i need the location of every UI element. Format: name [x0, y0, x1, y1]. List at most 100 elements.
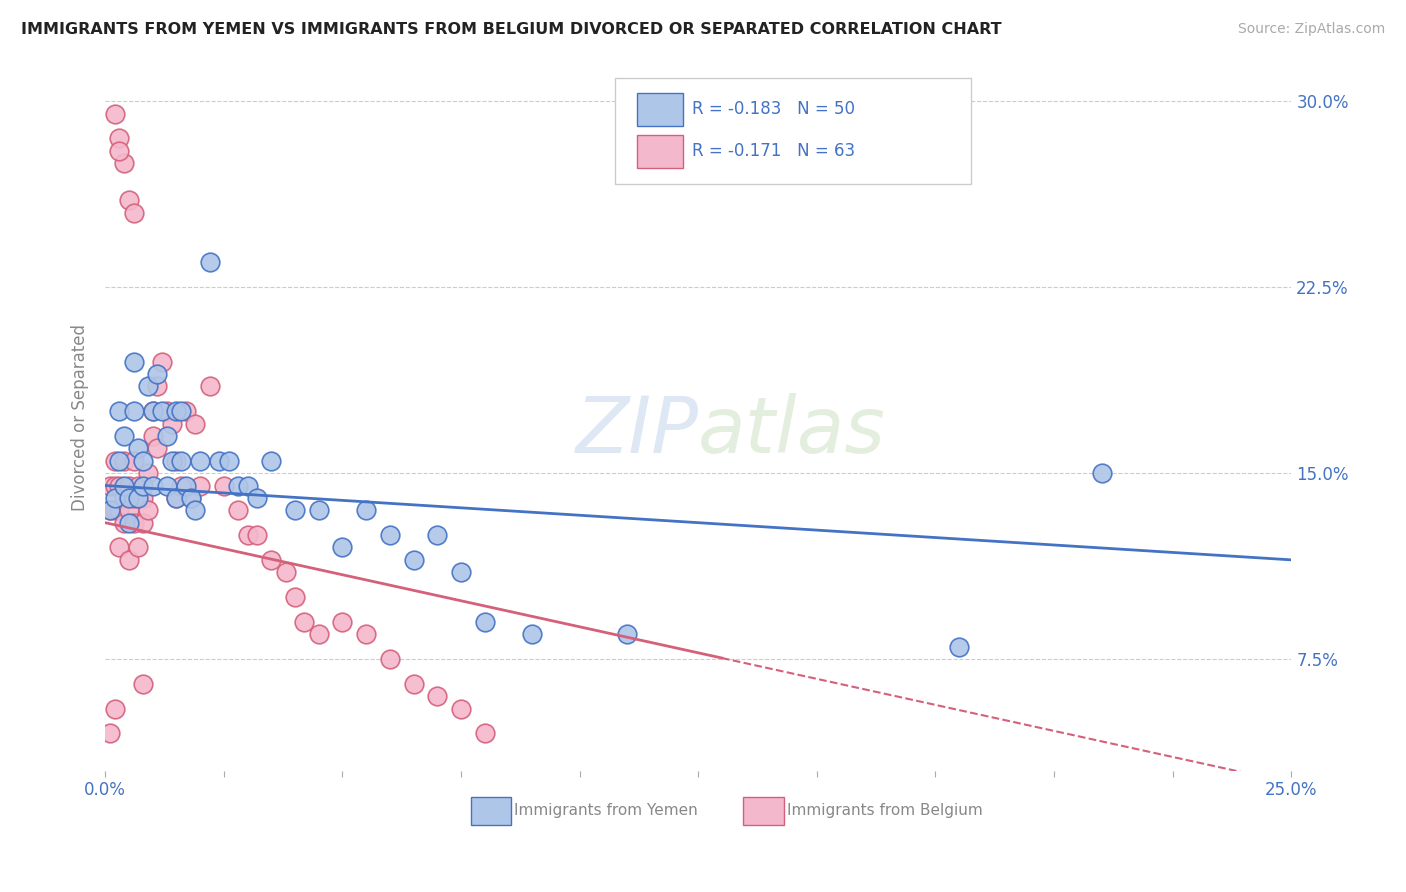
Point: [308, 503, 330, 517]
Point: [150, 354, 173, 368]
Point: [156, 478, 179, 492]
Point: [112, 156, 135, 170]
Point: [136, 379, 159, 393]
Point: [104, 478, 127, 492]
Point: [165, 491, 187, 505]
Point: [160, 417, 183, 431]
Point: [118, 553, 141, 567]
FancyBboxPatch shape: [616, 78, 972, 184]
Point: [127, 541, 149, 555]
Point: [165, 491, 187, 505]
Point: [118, 516, 141, 530]
Point: [948, 640, 970, 654]
Point: [188, 478, 211, 492]
Point: [104, 453, 127, 467]
Point: [104, 106, 127, 120]
Point: [127, 478, 149, 492]
Point: [260, 453, 283, 467]
FancyBboxPatch shape: [637, 93, 683, 126]
Point: [284, 590, 307, 604]
Point: [142, 478, 165, 492]
Point: [474, 726, 496, 740]
Point: [246, 528, 269, 542]
Point: [208, 453, 231, 467]
Point: [226, 478, 249, 492]
Point: [122, 491, 145, 505]
Point: [426, 690, 449, 704]
Point: [112, 516, 135, 530]
Point: [174, 478, 197, 492]
Point: [354, 503, 377, 517]
Point: [118, 491, 141, 505]
Point: [260, 553, 283, 567]
Point: [332, 615, 354, 629]
Point: [118, 503, 141, 517]
Text: IMMIGRANTS FROM YEMEN VS IMMIGRANTS FROM BELGIUM DIVORCED OR SEPARATED CORRELATI: IMMIGRANTS FROM YEMEN VS IMMIGRANTS FROM…: [21, 22, 1001, 37]
Point: [112, 478, 135, 492]
Point: [170, 404, 193, 418]
Point: [112, 429, 135, 443]
Point: [402, 553, 425, 567]
Point: [132, 516, 155, 530]
Text: Immigrants from Belgium: Immigrants from Belgium: [787, 804, 983, 818]
Point: [156, 404, 179, 418]
Point: [180, 491, 202, 505]
Point: [108, 404, 131, 418]
Point: [332, 541, 354, 555]
Point: [198, 379, 221, 393]
Point: [165, 404, 187, 418]
Point: [98, 478, 121, 492]
Point: [104, 701, 127, 715]
Point: [112, 491, 135, 505]
Text: Source: ZipAtlas.com: Source: ZipAtlas.com: [1237, 22, 1385, 37]
Point: [98, 726, 121, 740]
Point: [146, 442, 169, 456]
Text: ZIP: ZIP: [575, 393, 699, 469]
Point: [132, 677, 155, 691]
FancyBboxPatch shape: [744, 797, 783, 825]
Point: [127, 491, 149, 505]
Y-axis label: Divorced or Separated: Divorced or Separated: [72, 324, 89, 511]
Point: [142, 429, 165, 443]
Point: [108, 478, 131, 492]
Point: [402, 677, 425, 691]
Point: [1090, 466, 1112, 480]
Text: atlas: atlas: [699, 393, 886, 469]
Point: [108, 453, 131, 467]
Point: [127, 442, 149, 456]
Point: [450, 566, 472, 580]
Point: [104, 503, 127, 517]
Point: [170, 478, 193, 492]
Point: [136, 503, 159, 517]
Point: [188, 453, 211, 467]
Point: [354, 627, 377, 641]
Point: [218, 453, 240, 467]
Point: [132, 491, 155, 505]
Text: R = -0.171   N = 63: R = -0.171 N = 63: [692, 142, 855, 160]
Point: [226, 503, 249, 517]
Point: [274, 566, 297, 580]
Point: [160, 453, 183, 467]
Text: R = -0.183   N = 50: R = -0.183 N = 50: [692, 100, 855, 118]
Point: [236, 478, 259, 492]
Point: [118, 478, 141, 492]
FancyBboxPatch shape: [471, 797, 510, 825]
Point: [174, 404, 197, 418]
Point: [522, 627, 544, 641]
Point: [170, 453, 193, 467]
Point: [294, 615, 316, 629]
Point: [108, 131, 131, 145]
Point: [378, 652, 401, 666]
Point: [142, 404, 165, 418]
Point: [616, 627, 638, 641]
Point: [108, 144, 131, 158]
Point: [122, 206, 145, 220]
Point: [112, 453, 135, 467]
Point: [308, 627, 330, 641]
Point: [198, 255, 221, 269]
Point: [450, 701, 472, 715]
Point: [132, 478, 155, 492]
Point: [122, 404, 145, 418]
Point: [184, 503, 207, 517]
Point: [246, 491, 269, 505]
